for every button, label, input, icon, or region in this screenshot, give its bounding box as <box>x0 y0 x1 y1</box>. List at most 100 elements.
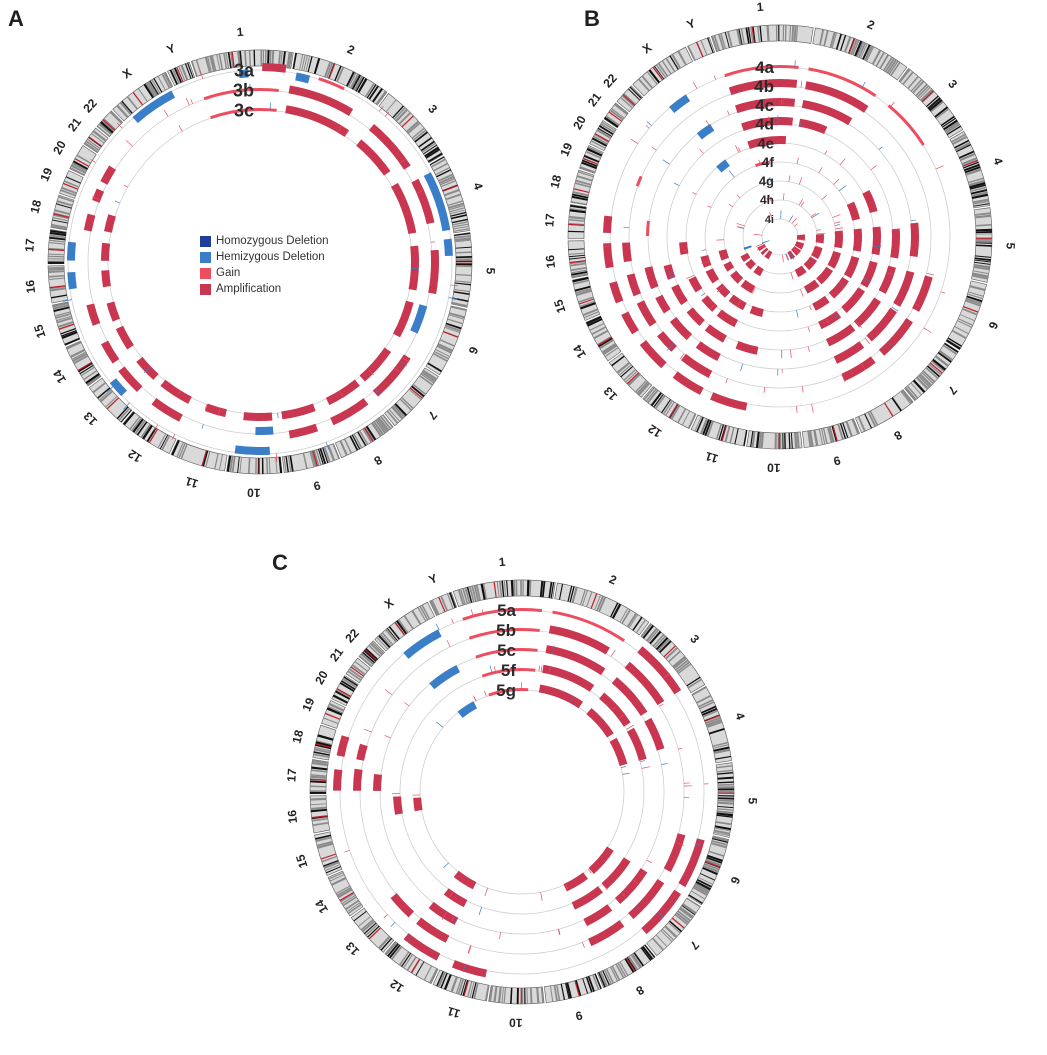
chromosome-label: 8 <box>891 428 904 444</box>
chromosome-label: 16 <box>285 809 300 824</box>
cnv-spike <box>700 149 704 153</box>
cytoband <box>520 580 522 596</box>
cnv-segment-amplification <box>701 295 717 311</box>
chromosome-label: 19 <box>37 165 55 183</box>
cnv-segment-amplification <box>136 357 158 380</box>
track-label: 3a <box>234 60 255 80</box>
track-label: 4f <box>762 154 775 170</box>
cnv-segment-amplification <box>602 857 631 889</box>
cnv-spike <box>812 404 814 412</box>
cnv-spike <box>799 177 802 184</box>
chromosome-label: X <box>382 595 397 611</box>
cnv-spike <box>817 233 825 234</box>
cnv-spike <box>810 306 812 310</box>
cnv-spike <box>726 379 728 384</box>
chromosome-label: 10 <box>247 486 261 500</box>
track-label: 4g <box>759 174 774 189</box>
cnv-spike <box>792 218 797 223</box>
cnv-segment-amplification <box>841 287 865 313</box>
cnv-spike <box>344 850 349 852</box>
cytoband <box>523 580 524 596</box>
cnv-spike <box>791 272 793 279</box>
cnv-spike <box>800 289 803 296</box>
cnv-spike <box>764 387 765 392</box>
track-label: 4d <box>755 117 774 134</box>
cnv-spike <box>890 102 895 107</box>
cnv-spike <box>783 193 784 200</box>
cnv-spike <box>640 761 645 762</box>
cnv-segment-amplification <box>688 276 702 292</box>
cnv-segment-amplification <box>700 255 711 268</box>
track-baseline <box>420 690 624 894</box>
cnv-spike <box>582 942 584 948</box>
chromosome-label: 18 <box>548 173 565 190</box>
cnv-segment-amplification <box>100 166 116 185</box>
track-label: 4b <box>754 77 774 96</box>
cnv-spike <box>541 892 543 900</box>
cnv-segment-amplification <box>539 685 583 709</box>
chromosome-label: 6 <box>985 320 1001 332</box>
chromosome-label: Y <box>427 571 440 587</box>
cnv-segment-amplification <box>262 63 286 73</box>
chromosome-label: 13 <box>81 409 101 429</box>
chromosome-label: 15 <box>293 853 310 870</box>
cnv-segment-amplification <box>610 738 628 766</box>
chromosome-label: 12 <box>125 446 144 465</box>
centromere <box>259 458 260 474</box>
cnv-spike <box>702 250 706 251</box>
track-label: 4i <box>765 214 774 226</box>
track-label: 3c <box>234 100 254 120</box>
chromosome-x <box>633 47 693 96</box>
cnv-spike <box>801 81 802 88</box>
cnv-spike <box>404 702 409 706</box>
cnv-segment-amplification <box>804 280 820 294</box>
cnv-segment-amplification <box>588 920 624 946</box>
cnv-spike <box>835 228 843 229</box>
cnv-spike <box>791 350 792 359</box>
cnv-spike <box>754 234 762 235</box>
cytoband <box>774 433 776 449</box>
cnv-spike <box>693 192 697 194</box>
chromosome-label: 2 <box>607 572 619 588</box>
cnv-spike <box>452 619 454 624</box>
cnv-segment-amplification <box>452 960 487 977</box>
cnv-spike <box>822 195 827 199</box>
chromosome-label: 3 <box>945 77 960 92</box>
cnv-spike <box>202 424 203 428</box>
cnv-spike <box>479 907 482 915</box>
cnv-segment-amplification <box>373 774 382 791</box>
track-label: 4c <box>755 96 774 115</box>
cnv-segment-amplification <box>393 301 414 338</box>
cnv-spike <box>927 273 934 275</box>
cnv-spike <box>707 206 711 208</box>
cnv-segment-amplification <box>205 404 227 417</box>
cnv-segment-hemizygous-deletion <box>669 94 690 113</box>
cnv-spike <box>611 650 615 657</box>
legend-item-hemizygous-deletion: Hemizygous Deletion <box>200 249 329 265</box>
cnv-segment-amplification <box>729 295 747 310</box>
cnv-spike <box>444 863 449 868</box>
chromosome-label: 15 <box>31 323 48 340</box>
chromosome-label: 11 <box>445 1004 462 1021</box>
cnv-spike <box>647 860 652 863</box>
cnv-spike <box>802 386 803 392</box>
cnv-segment-amplification <box>696 341 721 361</box>
chromosome-label: 11 <box>183 474 200 491</box>
legend-label: Homozygous Deletion <box>216 235 329 247</box>
centromere <box>718 793 734 794</box>
track-baseline <box>400 670 644 914</box>
cnv-spike <box>936 166 944 169</box>
chromosome-label: 4 <box>470 181 486 192</box>
cnv-spike <box>622 773 629 774</box>
cnv-segment-hemizygous-deletion <box>67 242 76 261</box>
cnv-segment-amplification <box>289 424 318 439</box>
cnv-spike <box>473 695 476 700</box>
legend-label: Gain <box>216 267 240 279</box>
chromosome-label: 22 <box>342 626 362 646</box>
chromosome-label: 3 <box>687 632 702 647</box>
track-4i: 4i <box>754 210 805 262</box>
cnv-spike <box>659 704 663 706</box>
legend: Homozygous Deletion Hemizygous Deletion … <box>200 233 329 297</box>
